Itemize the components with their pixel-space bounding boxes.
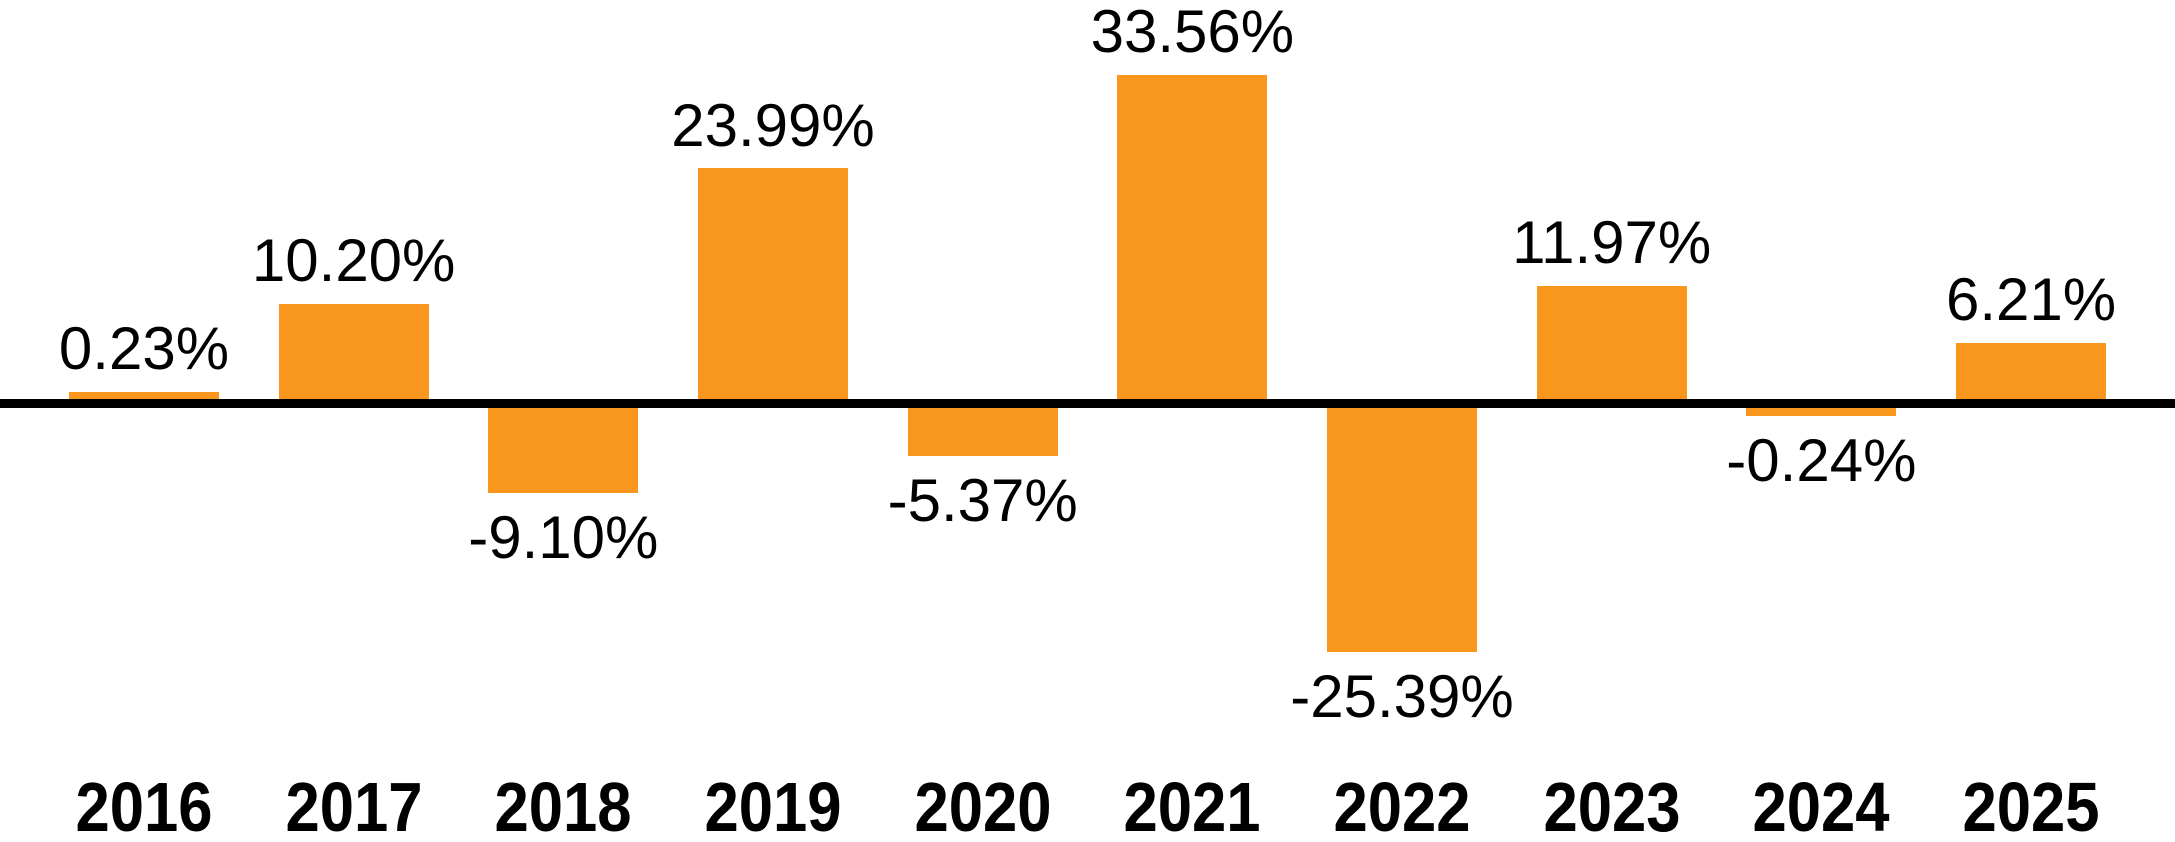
value-label-2019: 23.99% xyxy=(671,91,875,159)
value-label-2024: -0.24% xyxy=(1726,426,1917,494)
x-tick-2023: 2023 xyxy=(1543,768,1681,842)
bar-2019 xyxy=(698,168,848,404)
value-label-2023: 11.97% xyxy=(1512,209,1712,277)
value-label-2017: 10.20% xyxy=(251,226,456,294)
bar-2020 xyxy=(907,403,1058,457)
x-tick-2019: 2019 xyxy=(704,768,842,842)
value-label-2021: 33.56% xyxy=(1090,0,1295,65)
value-label-2018: -9.10% xyxy=(468,503,659,571)
bar-2022 xyxy=(1327,403,1478,653)
value-label-2022: -25.39% xyxy=(1290,663,1514,731)
x-tick-2022: 2022 xyxy=(1333,768,1471,842)
bar-2018 xyxy=(488,403,639,493)
x-tick-2021: 2021 xyxy=(1123,768,1261,842)
x-tick-2016: 2016 xyxy=(75,768,213,842)
x-tick-2018: 2018 xyxy=(494,768,632,842)
bar-2021 xyxy=(1117,74,1268,404)
x-tick-2020: 2020 xyxy=(914,768,1052,842)
x-tick-2025: 2025 xyxy=(1962,768,2100,842)
bar-2017 xyxy=(278,303,429,404)
zero-axis-line xyxy=(0,399,2175,408)
bar-2025 xyxy=(1956,342,2107,404)
value-label-2016: 0.23% xyxy=(58,314,230,382)
value-label-2025: 6.21% xyxy=(1945,265,2117,333)
x-tick-2017: 2017 xyxy=(285,768,423,842)
x-tick-2024: 2024 xyxy=(1752,768,1890,842)
bar-2023 xyxy=(1536,286,1687,404)
value-label-2020: -5.37% xyxy=(887,467,1078,535)
